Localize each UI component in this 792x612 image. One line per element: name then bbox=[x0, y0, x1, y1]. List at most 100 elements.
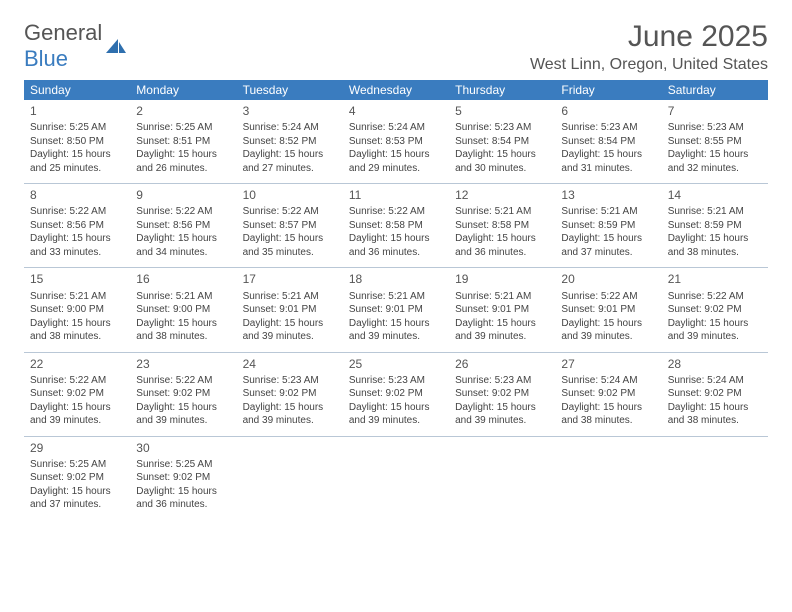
day-number: 28 bbox=[668, 356, 762, 372]
daylight2-text: and 34 minutes. bbox=[136, 246, 230, 260]
daylight2-text: and 39 minutes. bbox=[455, 414, 549, 428]
calendar-row: 8Sunrise: 5:22 AMSunset: 8:56 PMDaylight… bbox=[24, 184, 768, 268]
sunset-text: Sunset: 8:52 PM bbox=[243, 135, 337, 149]
daylight1-text: Daylight: 15 hours bbox=[561, 317, 655, 331]
sunset-text: Sunset: 8:58 PM bbox=[455, 219, 549, 233]
day-number: 15 bbox=[30, 271, 124, 287]
sunset-text: Sunset: 9:02 PM bbox=[243, 387, 337, 401]
calendar-row: 22Sunrise: 5:22 AMSunset: 9:02 PMDayligh… bbox=[24, 352, 768, 436]
sunrise-text: Sunrise: 5:21 AM bbox=[349, 290, 443, 304]
sunrise-text: Sunrise: 5:24 AM bbox=[561, 374, 655, 388]
day-number: 19 bbox=[455, 271, 549, 287]
day-number: 29 bbox=[30, 440, 124, 456]
calendar-cell: 9Sunrise: 5:22 AMSunset: 8:56 PMDaylight… bbox=[130, 184, 236, 268]
daylight1-text: Daylight: 15 hours bbox=[243, 148, 337, 162]
calendar-header-cell: Tuesday bbox=[237, 80, 343, 100]
page-title: June 2025 bbox=[530, 20, 768, 54]
daylight1-text: Daylight: 15 hours bbox=[455, 148, 549, 162]
calendar-row: 1Sunrise: 5:25 AMSunset: 8:50 PMDaylight… bbox=[24, 100, 768, 184]
daylight2-text: and 38 minutes. bbox=[136, 330, 230, 344]
daylight1-text: Daylight: 15 hours bbox=[136, 148, 230, 162]
sunset-text: Sunset: 9:00 PM bbox=[136, 303, 230, 317]
sunrise-text: Sunrise: 5:22 AM bbox=[30, 374, 124, 388]
daylight1-text: Daylight: 15 hours bbox=[349, 232, 443, 246]
daylight2-text: and 37 minutes. bbox=[30, 498, 124, 512]
calendar-table: SundayMondayTuesdayWednesdayThursdayFrid… bbox=[24, 80, 768, 520]
daylight1-text: Daylight: 15 hours bbox=[30, 148, 124, 162]
header: General Blue June 2025 West Linn, Oregon… bbox=[24, 20, 768, 74]
sunset-text: Sunset: 9:02 PM bbox=[136, 471, 230, 485]
calendar-cell: 26Sunrise: 5:23 AMSunset: 9:02 PMDayligh… bbox=[449, 352, 555, 436]
daylight1-text: Daylight: 15 hours bbox=[668, 317, 762, 331]
calendar-header-cell: Sunday bbox=[24, 80, 130, 100]
daylight2-text: and 38 minutes. bbox=[561, 414, 655, 428]
calendar-cell: 3Sunrise: 5:24 AMSunset: 8:52 PMDaylight… bbox=[237, 100, 343, 184]
sunrise-text: Sunrise: 5:24 AM bbox=[243, 121, 337, 135]
daylight1-text: Daylight: 15 hours bbox=[668, 148, 762, 162]
sunrise-text: Sunrise: 5:21 AM bbox=[668, 205, 762, 219]
day-number: 20 bbox=[561, 271, 655, 287]
daylight2-text: and 38 minutes. bbox=[668, 246, 762, 260]
day-number: 27 bbox=[561, 356, 655, 372]
sunset-text: Sunset: 8:55 PM bbox=[668, 135, 762, 149]
daylight2-text: and 27 minutes. bbox=[243, 162, 337, 176]
calendar-header-cell: Saturday bbox=[662, 80, 768, 100]
calendar-cell: 24Sunrise: 5:23 AMSunset: 9:02 PMDayligh… bbox=[237, 352, 343, 436]
sunrise-text: Sunrise: 5:22 AM bbox=[349, 205, 443, 219]
calendar-cell: 2Sunrise: 5:25 AMSunset: 8:51 PMDaylight… bbox=[130, 100, 236, 184]
sunset-text: Sunset: 9:02 PM bbox=[455, 387, 549, 401]
daylight1-text: Daylight: 15 hours bbox=[349, 148, 443, 162]
daylight1-text: Daylight: 15 hours bbox=[561, 148, 655, 162]
calendar-row: 29Sunrise: 5:25 AMSunset: 9:02 PMDayligh… bbox=[24, 436, 768, 520]
sunrise-text: Sunrise: 5:21 AM bbox=[455, 205, 549, 219]
daylight1-text: Daylight: 15 hours bbox=[30, 317, 124, 331]
calendar-cell: 8Sunrise: 5:22 AMSunset: 8:56 PMDaylight… bbox=[24, 184, 130, 268]
sunset-text: Sunset: 9:02 PM bbox=[136, 387, 230, 401]
day-number: 22 bbox=[30, 356, 124, 372]
daylight1-text: Daylight: 15 hours bbox=[349, 401, 443, 415]
day-number: 8 bbox=[30, 187, 124, 203]
calendar-cell: 10Sunrise: 5:22 AMSunset: 8:57 PMDayligh… bbox=[237, 184, 343, 268]
calendar-cell: 4Sunrise: 5:24 AMSunset: 8:53 PMDaylight… bbox=[343, 100, 449, 184]
sunset-text: Sunset: 8:54 PM bbox=[455, 135, 549, 149]
calendar-cell: 14Sunrise: 5:21 AMSunset: 8:59 PMDayligh… bbox=[662, 184, 768, 268]
daylight1-text: Daylight: 15 hours bbox=[455, 401, 549, 415]
daylight1-text: Daylight: 15 hours bbox=[455, 232, 549, 246]
calendar-cell: 27Sunrise: 5:24 AMSunset: 9:02 PMDayligh… bbox=[555, 352, 661, 436]
calendar-cell: 20Sunrise: 5:22 AMSunset: 9:01 PMDayligh… bbox=[555, 268, 661, 352]
logo-text-blue: Blue bbox=[24, 46, 68, 71]
calendar-cell bbox=[662, 436, 768, 520]
sunrise-text: Sunrise: 5:21 AM bbox=[136, 290, 230, 304]
calendar-body: 1Sunrise: 5:25 AMSunset: 8:50 PMDaylight… bbox=[24, 100, 768, 520]
sunset-text: Sunset: 8:53 PM bbox=[349, 135, 443, 149]
daylight2-text: and 38 minutes. bbox=[668, 414, 762, 428]
daylight2-text: and 39 minutes. bbox=[243, 330, 337, 344]
daylight2-text: and 36 minutes. bbox=[455, 246, 549, 260]
daylight1-text: Daylight: 15 hours bbox=[30, 232, 124, 246]
logo-text-general: General bbox=[24, 20, 102, 45]
sunset-text: Sunset: 8:57 PM bbox=[243, 219, 337, 233]
title-block: June 2025 West Linn, Oregon, United Stat… bbox=[530, 20, 768, 74]
day-number: 7 bbox=[668, 103, 762, 119]
day-number: 25 bbox=[349, 356, 443, 372]
calendar-header-cell: Wednesday bbox=[343, 80, 449, 100]
day-number: 21 bbox=[668, 271, 762, 287]
daylight1-text: Daylight: 15 hours bbox=[30, 485, 124, 499]
sunrise-text: Sunrise: 5:22 AM bbox=[136, 374, 230, 388]
sunrise-text: Sunrise: 5:22 AM bbox=[561, 290, 655, 304]
day-number: 24 bbox=[243, 356, 337, 372]
sunset-text: Sunset: 9:02 PM bbox=[30, 471, 124, 485]
calendar-cell: 7Sunrise: 5:23 AMSunset: 8:55 PMDaylight… bbox=[662, 100, 768, 184]
daylight2-text: and 33 minutes. bbox=[30, 246, 124, 260]
sunset-text: Sunset: 8:54 PM bbox=[561, 135, 655, 149]
sunrise-text: Sunrise: 5:25 AM bbox=[30, 458, 124, 472]
day-number: 5 bbox=[455, 103, 549, 119]
daylight1-text: Daylight: 15 hours bbox=[668, 401, 762, 415]
daylight2-text: and 39 minutes. bbox=[243, 414, 337, 428]
day-number: 4 bbox=[349, 103, 443, 119]
sunset-text: Sunset: 9:01 PM bbox=[455, 303, 549, 317]
sunset-text: Sunset: 8:58 PM bbox=[349, 219, 443, 233]
daylight1-text: Daylight: 15 hours bbox=[30, 401, 124, 415]
calendar-cell: 17Sunrise: 5:21 AMSunset: 9:01 PMDayligh… bbox=[237, 268, 343, 352]
sunrise-text: Sunrise: 5:21 AM bbox=[243, 290, 337, 304]
